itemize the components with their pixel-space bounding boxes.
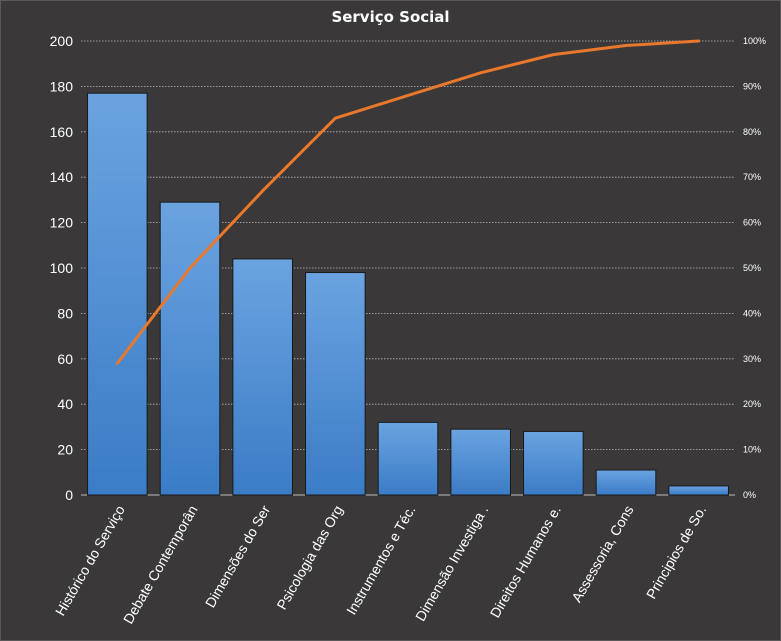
bar	[87, 92, 148, 496]
y2-tick-label: 60%	[743, 218, 761, 228]
y2-tick-label: 100%	[743, 36, 766, 46]
x-tick-label: Assessoria, Cons	[568, 503, 636, 605]
x-tick-label: Direitos Humanos e.	[487, 503, 564, 621]
y2-tick-label: 30%	[743, 354, 761, 364]
x-tick-label: Dimensões do Ser	[202, 502, 274, 610]
y-tick-label: 120	[50, 215, 74, 231]
y2-tick-label: 10%	[743, 445, 761, 455]
y-tick-label: 180	[50, 78, 74, 94]
y-tick-label: 100	[50, 260, 74, 276]
y-tick-label: 0	[65, 487, 73, 503]
cumulative-line-series	[115, 39, 701, 365]
y-tick-label: 140	[50, 169, 74, 185]
y-tick-label: 160	[50, 124, 74, 140]
bar	[159, 201, 221, 496]
y2-tick-label: 0%	[743, 490, 756, 500]
y2-tick-label: 20%	[743, 399, 761, 409]
bar	[450, 428, 511, 496]
y-tick-label: 60	[57, 351, 73, 367]
bar	[523, 430, 584, 496]
y2-tick-label: 40%	[743, 308, 761, 318]
y-tick-label: 40	[57, 396, 73, 412]
x-tick-label: Debate Contemporân	[120, 503, 201, 627]
bar	[668, 485, 729, 496]
y2-tick-label: 70%	[743, 172, 761, 182]
y-tick-label: 200	[50, 33, 74, 49]
y2-tick-label: 80%	[743, 127, 761, 137]
x-tick-label: Psicologia das Org	[273, 503, 346, 613]
y-tick-label: 80	[57, 305, 73, 321]
bar	[232, 258, 293, 496]
x-tick-label: Principios de So.	[643, 503, 709, 602]
y2-tick-label: 50%	[743, 263, 761, 273]
x-tick-label: Instrumentos e Téc.	[343, 503, 419, 618]
bar	[595, 469, 657, 496]
y-tick-label: 20	[57, 442, 73, 458]
y2-tick-label: 90%	[743, 81, 761, 91]
bar	[377, 421, 439, 496]
chart-title: Serviço Social	[331, 8, 450, 26]
right-y-axis: 0% 10% 20% 30% 40% 50% 60% 70% 80% 90% 100%	[743, 36, 766, 500]
bar	[305, 272, 366, 496]
bar-series	[87, 92, 729, 496]
x-tick-label: Dimensão Investiga .	[412, 502, 491, 623]
x-tick-label: Histórico do Serviço	[52, 502, 128, 618]
left-y-axis: 0 20 40 60 80 100 120 140 160 180 200	[50, 33, 74, 503]
